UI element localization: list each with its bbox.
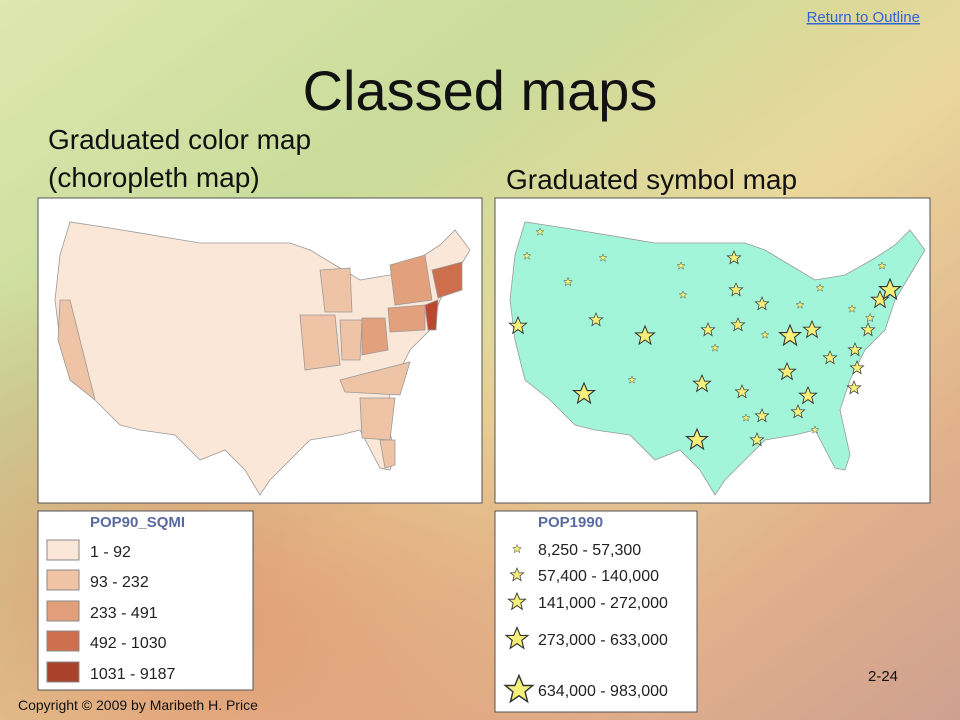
legend-entry: 233 - 491 — [90, 605, 158, 622]
slide-title: Classed maps — [303, 59, 658, 122]
legend-entry: 141,000 - 272,000 — [538, 595, 668, 612]
legend-entry: 57,400 - 140,000 — [538, 568, 659, 585]
left-caption: Graduated color map — [48, 124, 311, 155]
slide-number: 2-24 — [868, 668, 898, 685]
legend-title: POP90_SQMI — [90, 514, 185, 531]
legend-swatch — [46, 630, 80, 652]
outline-link[interactable]: Return to Outline — [807, 9, 920, 26]
legend-entry: 93 - 232 — [90, 574, 149, 591]
legend-swatch — [46, 600, 80, 622]
legend-swatch — [46, 661, 80, 683]
legend-swatch — [46, 539, 80, 561]
legend-entry: 492 - 1030 — [90, 635, 167, 652]
legend-entry: 8,250 - 57,300 — [538, 542, 641, 559]
legend-entry: 634,000 - 983,000 — [538, 683, 668, 700]
legend-entry: 273,000 - 633,000 — [538, 632, 668, 649]
state-shading — [57, 254, 463, 469]
copyright: Copyright © 2009 by Maribeth H. Price — [18, 697, 258, 713]
legend-swatch — [46, 569, 80, 591]
legend-frame — [494, 510, 698, 713]
left-caption: (choropleth map) — [48, 162, 260, 193]
legend-entry: 1031 - 9187 — [90, 666, 176, 683]
legend-entry: 1 - 92 — [90, 544, 131, 561]
right-caption: Graduated symbol map — [506, 164, 797, 195]
legend-title: POP1990 — [538, 514, 603, 531]
legend-swatches — [46, 539, 80, 683]
